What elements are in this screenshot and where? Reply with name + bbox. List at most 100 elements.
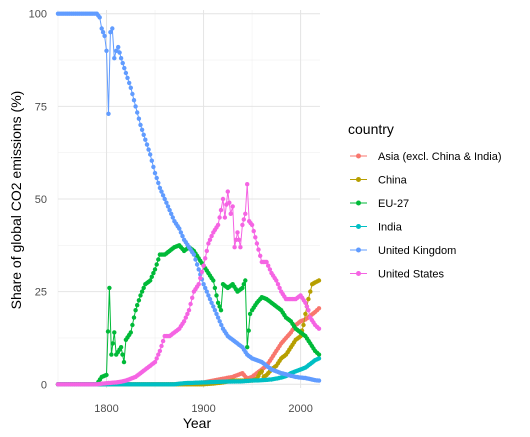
data-point xyxy=(243,278,248,283)
data-point xyxy=(118,56,124,61)
data-point xyxy=(217,304,222,309)
legend: country Asia (excl. China & India) China E… xyxy=(348,121,502,281)
data-point xyxy=(214,293,219,298)
data-point xyxy=(196,282,201,287)
data-point xyxy=(136,116,142,121)
data-point xyxy=(215,222,221,228)
data-point xyxy=(133,104,138,109)
data-point xyxy=(128,85,133,91)
data-point xyxy=(120,352,125,357)
data-point xyxy=(316,278,322,283)
data-point xyxy=(203,256,208,261)
data-point xyxy=(100,30,106,35)
data-point xyxy=(212,285,218,291)
legend-item: China xyxy=(350,175,408,187)
series-united-kingdom xyxy=(55,11,322,383)
plot-grid xyxy=(57,10,320,388)
data-point xyxy=(306,308,311,313)
data-point xyxy=(135,110,140,115)
data-point xyxy=(316,306,322,311)
data-point xyxy=(217,319,222,324)
data-point xyxy=(133,308,138,313)
data-point xyxy=(149,274,154,279)
data-point xyxy=(303,311,308,317)
data-point xyxy=(306,296,311,302)
data-point xyxy=(143,137,148,142)
data-point xyxy=(164,200,169,205)
data-point xyxy=(201,282,206,287)
data-point xyxy=(112,330,117,335)
data-point xyxy=(243,211,248,216)
data-point xyxy=(130,91,135,97)
data-point xyxy=(139,289,145,294)
data-point xyxy=(245,345,250,350)
data-point xyxy=(308,289,313,294)
data-point xyxy=(165,204,171,209)
data-point xyxy=(130,322,135,328)
data-point xyxy=(188,301,193,307)
data-point xyxy=(227,200,232,205)
data-point xyxy=(156,257,161,262)
series-layer xyxy=(55,11,322,387)
data-point xyxy=(222,215,228,220)
data-point xyxy=(207,296,213,302)
data-point xyxy=(256,247,261,252)
data-point xyxy=(259,369,264,374)
data-point xyxy=(148,152,153,157)
data-point xyxy=(131,315,137,320)
data-point xyxy=(201,263,206,268)
data-point xyxy=(114,48,119,53)
data-point xyxy=(199,269,205,275)
data-point xyxy=(149,158,154,163)
data-point xyxy=(185,311,190,317)
data-point xyxy=(186,308,192,313)
data-point xyxy=(209,300,214,305)
x-axis-ticks: 1800 1900 2000 xyxy=(94,403,313,415)
data-point xyxy=(123,70,129,76)
data-point xyxy=(316,378,322,383)
series-eu-27 xyxy=(55,243,322,387)
data-point xyxy=(160,193,166,198)
legend-key-point xyxy=(356,271,361,276)
data-point xyxy=(170,215,175,220)
x-tick-label: 1800 xyxy=(94,403,118,415)
legend-key-point xyxy=(356,153,361,159)
data-point xyxy=(181,319,187,324)
data-point xyxy=(214,311,219,317)
legend-label: United States xyxy=(378,269,445,281)
data-point xyxy=(104,48,109,53)
data-point xyxy=(120,60,125,66)
data-point xyxy=(157,185,163,191)
x-tick-label: 2000 xyxy=(288,403,312,415)
data-point xyxy=(135,303,140,308)
data-point xyxy=(177,226,182,231)
data-point xyxy=(183,315,188,320)
data-point xyxy=(159,189,164,194)
data-point xyxy=(141,132,146,137)
data-point xyxy=(236,237,242,242)
data-point xyxy=(141,285,146,291)
legend-item: EU-27 xyxy=(350,198,409,210)
data-point xyxy=(228,211,233,216)
data-point xyxy=(108,30,113,35)
x-axis-title: Year xyxy=(183,415,212,431)
data-point xyxy=(146,147,151,152)
data-point xyxy=(215,300,221,305)
legend-label: Asia (excl. China & India) xyxy=(378,151,502,163)
data-point xyxy=(136,298,142,303)
data-point xyxy=(241,282,246,287)
data-point xyxy=(251,228,256,234)
legend-key-point xyxy=(356,200,361,206)
data-point xyxy=(316,356,322,361)
data-point xyxy=(219,322,224,328)
legend-title: country xyxy=(348,121,394,137)
data-point xyxy=(112,56,117,61)
data-point xyxy=(190,295,195,300)
data-point xyxy=(247,311,253,317)
legend-key-point xyxy=(356,177,361,182)
data-point xyxy=(275,282,281,287)
data-point xyxy=(167,207,172,213)
data-point xyxy=(206,241,211,246)
data-point xyxy=(105,329,111,334)
data-point xyxy=(267,267,273,272)
